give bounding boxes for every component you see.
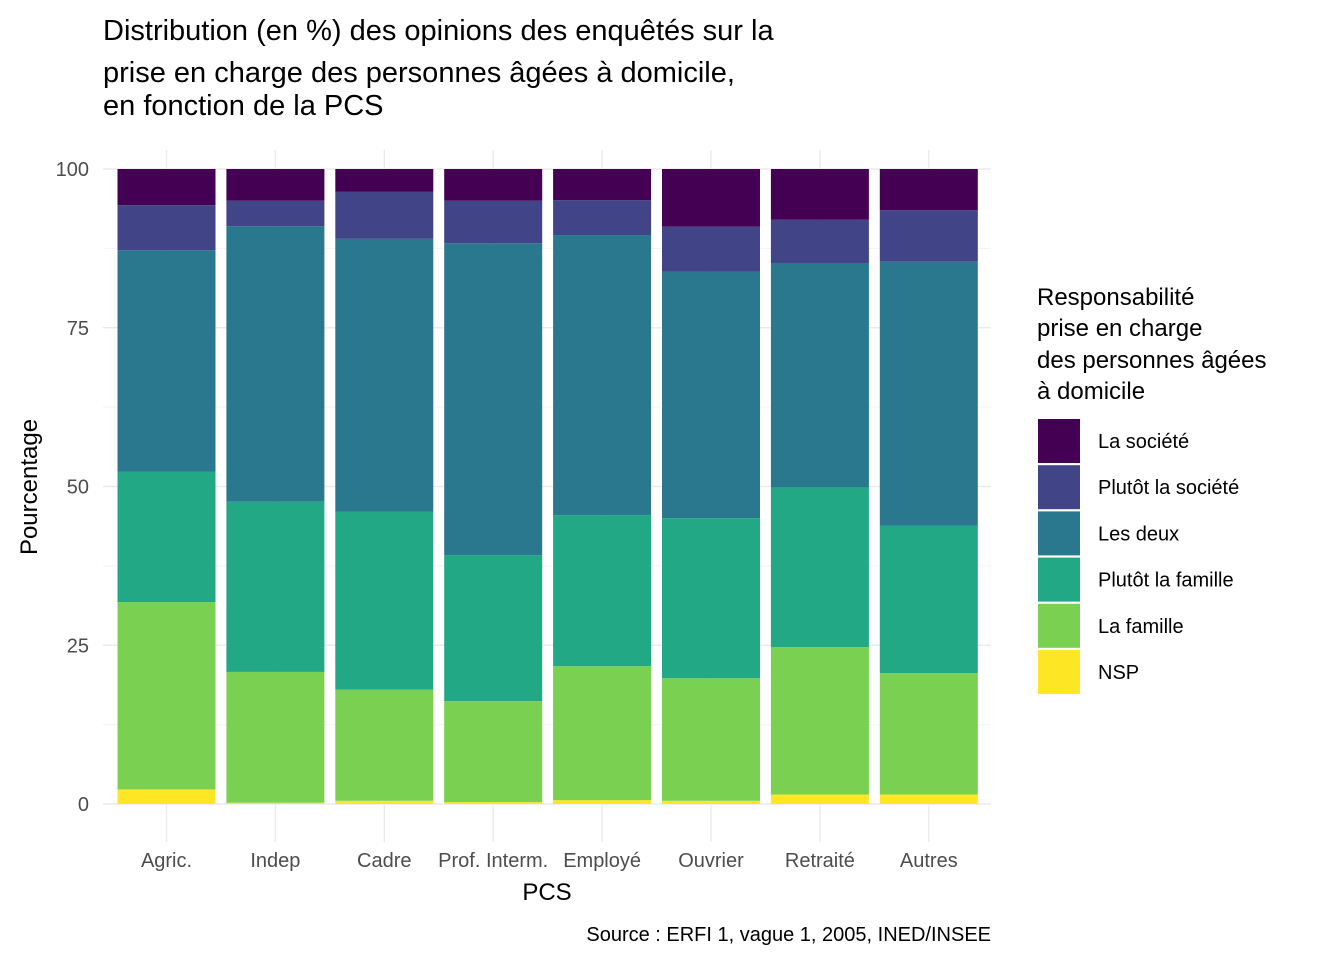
y-tick-label: 100	[56, 159, 89, 181]
legend-label: Plutôt la famille	[1098, 570, 1234, 592]
x-tick-label: Employé	[563, 850, 641, 872]
legend-key	[1038, 419, 1080, 463]
bar-segment-plut-t-la-soci-t--3	[444, 200, 543, 244]
legend-title-line-2: prise en charge	[1037, 315, 1202, 342]
bar-segment-plut-t-la-soci-t--5	[662, 226, 760, 272]
x-tick-label: Retraité	[785, 850, 855, 872]
bar-segment-les-deux-3	[444, 243, 543, 556]
bar-segment-nsp-0	[117, 789, 216, 804]
bar-segment-plut-t-la-famille-2	[335, 511, 434, 690]
bar-segment-les-deux-0	[117, 250, 216, 472]
bar-segment-nsp-4	[553, 800, 652, 804]
chart-title-line-3: en fonction de la PCS	[103, 90, 384, 122]
legend-label: La société	[1098, 431, 1189, 453]
bar-segment-la-soci-t--5	[662, 169, 760, 227]
bar-segment-nsp-5	[662, 800, 760, 804]
bar-segment-la-soci-t--2	[335, 169, 434, 192]
x-axis-title: PCS	[522, 879, 571, 906]
bar-segment-les-deux-6	[770, 262, 869, 488]
bar-segment-plut-t-la-famille-5	[662, 518, 760, 679]
bar-segment-plut-t-la-soci-t--6	[770, 219, 869, 263]
x-tick-label: Autres	[900, 850, 958, 872]
bar-segment-plut-t-la-soci-t--4	[553, 200, 652, 236]
y-axis-ticks: 0 25 50 75 100	[56, 159, 89, 816]
legend-label: Les deux	[1098, 523, 1179, 545]
bar-segment-la-soci-t--6	[770, 169, 869, 220]
bar-segment-la-famille-6	[770, 647, 869, 795]
bar-segment-la-famille-2	[335, 689, 434, 801]
legend-items: La société Plutôt la société Les deux Plutô…	[1038, 419, 1239, 694]
bar-segment-nsp-3	[444, 802, 543, 804]
x-tick-label: Prof. Interm.	[438, 850, 548, 872]
legend-key	[1038, 465, 1080, 510]
bar-segment-la-famille-5	[662, 678, 760, 801]
bar-segment-nsp-2	[335, 800, 434, 804]
legend-title-line-1: Responsabilité	[1037, 284, 1194, 311]
caption: Source : ERFI 1, vague 1, 2005, INED/INS…	[586, 924, 991, 946]
legend-key	[1038, 511, 1080, 556]
y-axis-title: Pourcentage	[16, 419, 43, 555]
legend: Responsabilité prise en charge des perso…	[1037, 284, 1267, 694]
chart-title-line-2: prise en charge des personnes âgées à do…	[103, 57, 735, 89]
bar-segment-la-soci-t--0	[117, 169, 216, 206]
legend-key	[1038, 557, 1080, 602]
bar-segment-la-famille-3	[444, 701, 543, 803]
bar-segment-la-soci-t--7	[879, 169, 978, 211]
y-tick-label: 0	[78, 794, 89, 816]
bar-segment-plut-t-la-famille-4	[553, 515, 652, 667]
legend-label: Plutôt la société	[1098, 477, 1239, 499]
bar-segment-la-famille-1	[226, 671, 325, 803]
legend-key	[1038, 603, 1080, 648]
bar-segment-les-deux-2	[335, 238, 434, 512]
legend-title-line-3: des personnes âgées	[1037, 347, 1267, 374]
legend-title-line-4: à domicile	[1037, 378, 1145, 405]
bar-segment-les-deux-4	[553, 235, 652, 516]
bar-segment-plut-t-la-famille-7	[879, 525, 978, 674]
x-tick-label: Cadre	[357, 850, 411, 872]
bar-segment-plut-t-la-soci-t--0	[117, 205, 216, 251]
y-tick-label: 75	[67, 318, 89, 340]
bar-segment-plut-t-la-famille-1	[226, 501, 325, 672]
bar-segment-les-deux-7	[879, 261, 978, 526]
bar-segment-la-famille-4	[553, 666, 652, 801]
legend-label: La famille	[1098, 616, 1184, 638]
bar-segment-plut-t-la-soci-t--1	[226, 200, 325, 227]
legend-label: NSP	[1098, 662, 1139, 684]
bar-segment-plut-t-la-famille-3	[444, 555, 543, 702]
bar-segment-plut-t-la-famille-6	[770, 487, 869, 648]
bar-segment-nsp-7	[879, 794, 978, 804]
x-tick-label: Ouvrier	[678, 850, 744, 872]
x-tick-label: Agric.	[141, 850, 192, 872]
legend-key	[1038, 650, 1080, 694]
bars	[117, 169, 978, 804]
bar-segment-la-soci-t--4	[553, 169, 652, 201]
bar-segment-la-famille-0	[117, 602, 216, 790]
chart-title: Distribution (en %) des opinions des enq…	[103, 15, 774, 122]
bar-segment-la-famille-7	[879, 673, 978, 795]
bar-segment-nsp-1	[226, 802, 325, 804]
bar-segment-plut-t-la-soci-t--2	[335, 191, 434, 239]
bar-segment-les-deux-1	[226, 226, 325, 502]
bar-segment-la-soci-t--3	[444, 169, 543, 201]
y-tick-label: 50	[67, 477, 89, 499]
bar-segment-plut-t-la-soci-t--7	[879, 210, 978, 262]
chart-title-line-1: Distribution (en %) des opinions des enq…	[103, 15, 774, 47]
bar-segment-nsp-6	[770, 794, 869, 804]
bar-segment-plut-t-la-famille-0	[117, 471, 216, 603]
x-axis-ticks: Agric. Indep Cadre Prof. Interm. Employé Ouvr…	[141, 850, 958, 872]
y-tick-label: 25	[67, 635, 89, 657]
bar-segment-les-deux-5	[662, 271, 760, 519]
bar-segment-la-soci-t--1	[226, 169, 325, 201]
x-tick-label: Indep	[250, 850, 300, 872]
